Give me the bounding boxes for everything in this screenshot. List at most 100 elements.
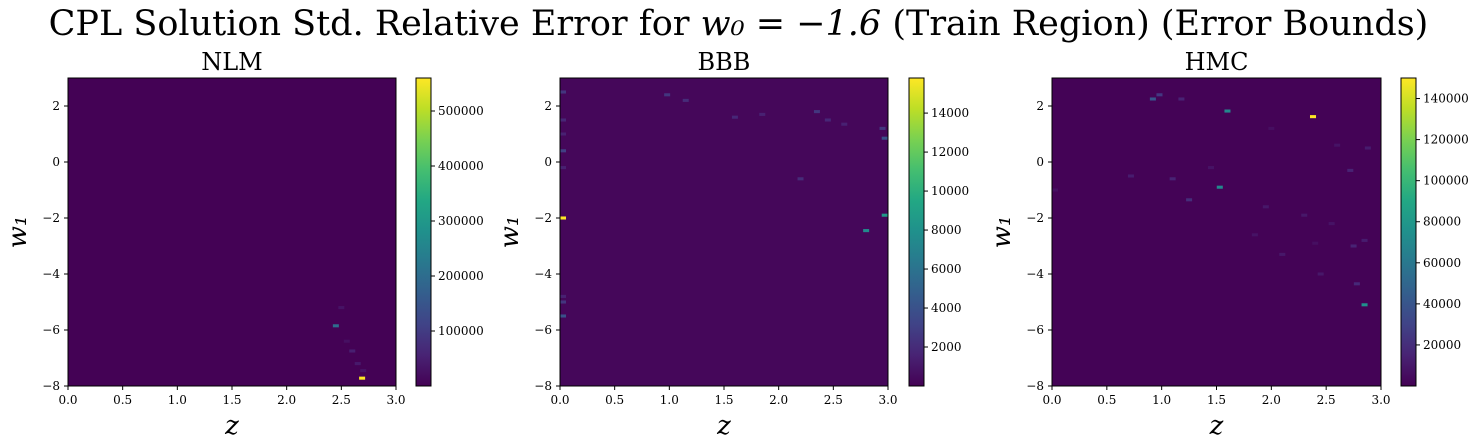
x-tick-label: 1.5 (714, 393, 733, 407)
heatmap-panel-nlm: 0.0 0.5 1.0 1.5 2.0 2.5 3.0 −8 −6 −4 −2 0 2 NLM z w₁ 100… (3, 48, 484, 441)
heatmap-cell (1127, 174, 1134, 178)
x-tick-label: 0.0 (1042, 393, 1061, 407)
x-tick-label: 3.0 (1371, 393, 1390, 407)
x-tick-label: 1.0 (660, 393, 679, 407)
heatmap-cell (1353, 282, 1360, 286)
x-tick-label: 1.5 (1207, 393, 1226, 407)
heatmap-cell (349, 349, 356, 353)
colorbar-tick-label: 8000 (931, 223, 962, 237)
heatmap-cell (560, 294, 567, 298)
heatmap-cell (1052, 188, 1059, 192)
y-tick-label: −8 (534, 379, 552, 393)
y-tick-label: 0 (544, 155, 552, 169)
colorbar-tick-label: 6000 (931, 262, 962, 276)
colorbar-tick-label: 14000 (931, 106, 969, 120)
heatmap-cell (360, 369, 367, 373)
colorbar-tick-label: 2000 (931, 340, 962, 354)
heatmap-cell (560, 216, 567, 220)
x-tick-label: 1.0 (168, 393, 187, 407)
y-tick-label: −4 (42, 267, 60, 281)
x-tick-label: 2.5 (1317, 393, 1336, 407)
heatmap-cell (560, 149, 567, 153)
heatmap-cell (881, 213, 888, 217)
x-tick-label: 0.0 (58, 393, 77, 407)
y-tick-label: −8 (42, 379, 60, 393)
heatmap-cell (1364, 146, 1371, 150)
y-axis-label: w₁ (3, 216, 33, 249)
colorbar-tick-label: 140000 (1423, 92, 1469, 106)
heatmap-cell (1178, 97, 1185, 101)
heatmap-cell (841, 122, 848, 126)
heatmap-cell (1309, 115, 1317, 119)
heatmap-cell (1208, 166, 1215, 170)
colorbar-tick-label: 4000 (931, 301, 962, 315)
heatmap-cell (1347, 168, 1354, 172)
heatmap-cell (1169, 177, 1176, 181)
heatmap-cell (1279, 252, 1286, 256)
heatmap-cell (1301, 213, 1308, 217)
x-tick-label: 2.5 (332, 393, 351, 407)
x-tick-label: 2.0 (1262, 393, 1281, 407)
x-axis-label: z (224, 411, 239, 441)
heatmap-panel-hmc: 0.0 0.5 1.0 1.5 2.0 2.5 3.0 −8 −6 −4 −2 0 2 HMC z w₁ 200… (987, 48, 1469, 441)
heatmap-cell (682, 98, 689, 102)
colorbar-tick-label: 60000 (1423, 256, 1461, 270)
heatmap-cell (1251, 233, 1258, 237)
figure-title-math: w₀ = −1.6 (700, 4, 882, 44)
colorbar-tick-label: 100000 (1423, 174, 1469, 188)
x-tick-label: 0.5 (605, 393, 624, 407)
x-tick-label: 2.5 (824, 393, 843, 407)
y-tick-label: 2 (52, 99, 60, 113)
heatmap-cell (338, 306, 345, 310)
y-tick-label: −2 (534, 211, 552, 225)
heatmap-cell (1186, 198, 1193, 202)
colorbar (416, 78, 431, 386)
y-tick-label: −6 (534, 323, 552, 337)
heatmap-cell (1268, 126, 1275, 130)
y-tick-label: −4 (534, 267, 552, 281)
y-tick-label: −2 (42, 211, 60, 225)
y-axis-label: w₁ (987, 216, 1017, 249)
x-tick-label: 3.0 (386, 393, 405, 407)
y-tick-label: −6 (42, 323, 60, 337)
y-tick-label: 0 (1036, 155, 1044, 169)
colorbar-tick-label: 20000 (1423, 338, 1461, 352)
heatmap-cell (863, 229, 870, 233)
heatmap-cell (879, 126, 886, 130)
heatmap-cell (664, 93, 671, 97)
figure-title: CPL Solution Std. Relative Error for w₀ … (0, 2, 1477, 46)
heatmap-cell (1334, 143, 1341, 147)
heatmap-cell (824, 118, 831, 122)
colorbar-tick-label: 40000 (1423, 297, 1461, 311)
colorbar-tick-label: 500000 (438, 104, 484, 118)
y-axis-label: w₁ (495, 216, 525, 249)
colorbar-tick-label: 12000 (931, 145, 969, 159)
colorbar-tick-label: 400000 (438, 159, 484, 173)
heatmap-cell (560, 314, 567, 318)
figure-title-suffix: (Train Region) (Error Bounds) (881, 4, 1429, 44)
colorbar-tick-label: 80000 (1423, 215, 1461, 229)
x-tick-label: 0.0 (550, 393, 569, 407)
heatmap-cell (1156, 93, 1163, 97)
figure-title-prefix: CPL Solution Std. Relative Error for (48, 4, 701, 44)
panel-title: BBB (698, 48, 751, 76)
heatmap-cell (1361, 238, 1368, 242)
heatmap-cell (359, 376, 366, 380)
heatmap-cell (1262, 205, 1269, 209)
heatmap-cell (881, 136, 888, 140)
heatmap-cell (560, 166, 567, 170)
heatmap-cell (560, 118, 567, 122)
colorbar-frame (1400, 77, 1417, 387)
y-tick-label: −2 (1026, 211, 1044, 225)
x-tick-label: 1.5 (222, 393, 241, 407)
heatmap-cell (560, 90, 567, 94)
x-axis-label: z (716, 411, 731, 441)
panel-title: NLM (201, 48, 263, 76)
colorbar-tick-label: 200000 (438, 269, 484, 283)
x-tick-label: 2.0 (277, 393, 296, 407)
heatmap-cell (1224, 109, 1231, 113)
x-tick-label: 0.5 (1097, 393, 1116, 407)
colorbar-frame (908, 77, 925, 387)
colorbar-tick-label: 10000 (931, 184, 969, 198)
colorbar-tick-label: 100000 (438, 324, 484, 338)
